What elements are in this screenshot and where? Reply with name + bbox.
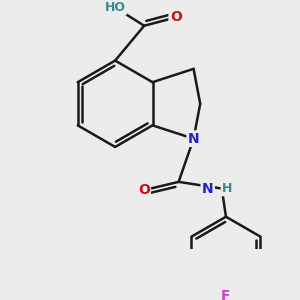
Text: H: H [222,182,232,195]
Text: O: O [170,11,182,24]
Text: N: N [188,132,200,146]
Text: F: F [221,290,231,300]
Text: O: O [138,183,150,197]
Text: N: N [202,182,214,196]
Text: HO: HO [105,1,126,14]
